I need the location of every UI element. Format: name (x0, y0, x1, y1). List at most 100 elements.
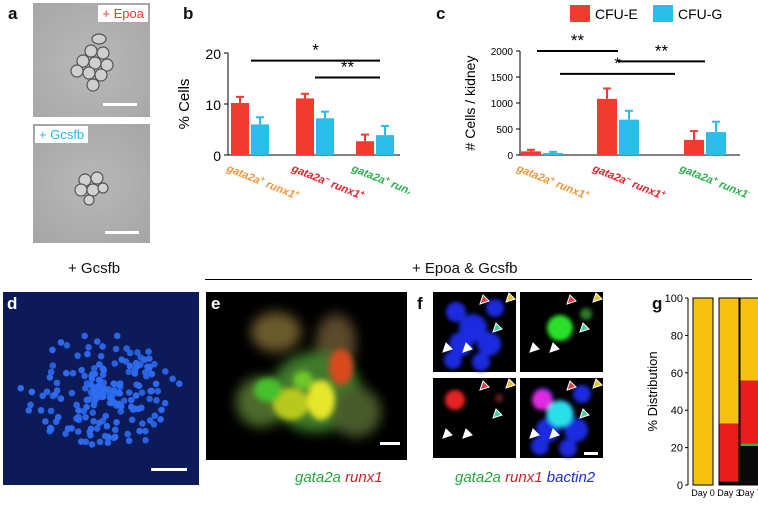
nucleus-dot (42, 418, 49, 425)
panel-a-letter: a (8, 4, 18, 23)
arrowhead-icon (505, 378, 516, 389)
nucleus-dot (120, 397, 128, 405)
legend-label: CFU-G (678, 6, 722, 22)
arrowhead-icon (566, 380, 577, 391)
stacked-segment (693, 298, 713, 485)
nucleus-dot (81, 372, 88, 380)
nucleus-dot (57, 395, 65, 402)
nucleus-dot (49, 346, 56, 354)
arrowhead-icon (529, 342, 540, 353)
panel-d-title: + Gcsfb (68, 260, 121, 277)
tile-cells (445, 390, 503, 410)
nucleus-dot (137, 354, 145, 361)
nucleus-dot (138, 389, 146, 396)
nucleus-dot (153, 397, 160, 404)
nucleus-dot (91, 365, 98, 372)
nucleus-dot (103, 422, 111, 430)
arrowhead-icon (492, 408, 503, 419)
nucleus-dot (82, 438, 90, 446)
nucleus-dot (75, 407, 82, 414)
y-tick-label: 10 (205, 97, 221, 113)
arrowhead-icon (462, 428, 473, 439)
panel-f-tile (433, 378, 516, 458)
significance-star: ** (571, 31, 585, 50)
panel-f-quad-images (433, 292, 603, 458)
y-tick-label: 1500 (491, 73, 514, 84)
panel-f-caption: gata2a runx1 bactin2 (455, 469, 595, 486)
nucleus-dot (124, 430, 132, 438)
nucleus-dot (96, 438, 104, 446)
blue-nucleus (559, 439, 577, 457)
y-tick-label: 60 (671, 368, 683, 380)
bar (296, 98, 314, 155)
arrowhead-icon (442, 428, 453, 439)
panel-a-epoa-image: + Epoa (33, 3, 150, 117)
nucleus-dot (43, 388, 51, 396)
epoa-gcsfb-header: + Epoa & Gcsfb (412, 260, 518, 277)
nucleus-dot (95, 419, 103, 427)
stacked-segment (740, 380, 758, 444)
arrowhead-icon (579, 408, 590, 419)
nucleus-dot (113, 419, 120, 426)
panel-a-gcsfb-image: + Gcsfb (33, 124, 150, 243)
bar-outline (718, 297, 740, 486)
scale-bar (105, 231, 139, 234)
nucleus-dot (85, 344, 92, 351)
tile-cells (531, 385, 591, 457)
nucleus-dot (126, 362, 134, 370)
caption-bactin2: bactin2 (546, 469, 596, 486)
arrowhead-icon (529, 428, 540, 439)
panel-g-letter: g (652, 294, 663, 313)
arrowhead-icon (462, 342, 473, 353)
nucleus-dot (89, 370, 96, 378)
nucleus-dot (147, 387, 154, 395)
blue-nucleus (472, 353, 490, 371)
stacked-segment (719, 298, 739, 424)
nucleus-dot (85, 396, 93, 403)
nucleus-dot (98, 393, 105, 401)
nucleus-dot (37, 407, 45, 414)
scale-bar (380, 442, 400, 445)
nucleus-dot (152, 380, 160, 388)
nucleus-dot (90, 401, 98, 409)
nucleus-dot (117, 380, 124, 387)
category-label: gata2a+ runx1+ (224, 160, 302, 202)
red-cell (495, 394, 503, 402)
nucleus-dot (134, 349, 141, 356)
y-tick-label: 2000 (491, 47, 514, 58)
tile-cells (547, 308, 592, 341)
tile-cells (444, 299, 504, 371)
scale-bar (103, 103, 137, 106)
nucleus-dot (131, 370, 139, 377)
nucleus-dot (127, 396, 135, 404)
scale-bar (584, 452, 598, 455)
nucleus-dot (161, 399, 169, 407)
stacked-segment (740, 445, 758, 485)
gcsfb-cells-drawing (74, 171, 109, 206)
panel-d-letter: d (7, 294, 18, 313)
nucleus-dot (82, 384, 89, 392)
nucleus-dot (136, 427, 143, 435)
nucleus-dot (175, 380, 183, 387)
y-tick-label: 40 (671, 405, 683, 417)
nucleus-dot (115, 389, 122, 397)
arrowhead-icon (479, 380, 490, 391)
panel-d-image: d (3, 292, 199, 485)
nucleus-dot (47, 407, 55, 415)
bar (684, 139, 704, 155)
nucleus-dot (112, 345, 120, 353)
nucleus-dot (78, 366, 85, 374)
nucleus-dot (83, 403, 90, 411)
nucleus-dot (49, 362, 57, 369)
nucleus-dot (157, 416, 164, 423)
significance-star: ** (655, 41, 669, 60)
nucleus-dot (108, 396, 116, 404)
green-cell (547, 315, 573, 341)
nucleus-dot (132, 392, 140, 399)
nucleus-dot (97, 352, 105, 360)
nucleus-dot (111, 426, 119, 434)
y-tick-label: 80 (671, 330, 683, 342)
nucleus-dot (88, 441, 96, 448)
nucleus-dot (68, 425, 75, 432)
nucleus-dot (47, 425, 55, 433)
